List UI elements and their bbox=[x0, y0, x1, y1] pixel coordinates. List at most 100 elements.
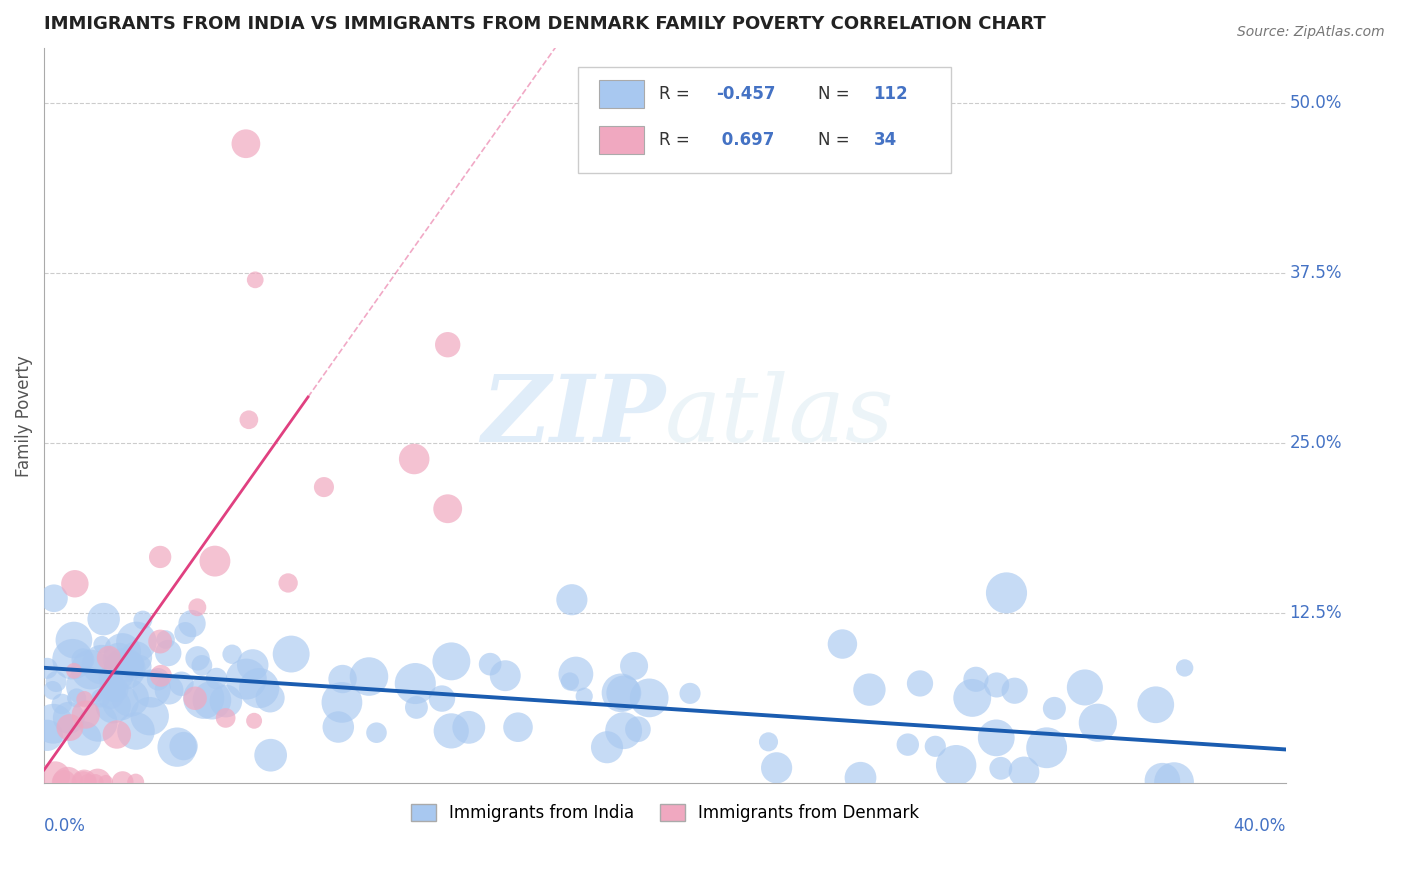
Point bbox=[215, 694, 238, 708]
Point bbox=[366, 725, 388, 739]
Point bbox=[1043, 701, 1066, 715]
Point bbox=[73, 692, 96, 706]
Point bbox=[138, 709, 160, 723]
Point bbox=[166, 740, 188, 755]
Point bbox=[53, 775, 76, 789]
Point bbox=[59, 721, 82, 735]
Point bbox=[149, 549, 172, 564]
Point bbox=[117, 659, 139, 673]
Point bbox=[125, 724, 148, 739]
Point bbox=[965, 673, 987, 687]
Point bbox=[995, 586, 1018, 600]
Point bbox=[170, 677, 193, 691]
Point bbox=[65, 690, 87, 705]
FancyBboxPatch shape bbox=[578, 67, 950, 173]
Point bbox=[638, 690, 661, 705]
Point bbox=[120, 690, 142, 705]
Point bbox=[259, 748, 281, 763]
Point bbox=[960, 690, 983, 705]
Point bbox=[858, 682, 880, 697]
Point bbox=[235, 672, 257, 686]
Point bbox=[75, 707, 97, 722]
Point bbox=[758, 735, 780, 749]
Point bbox=[111, 645, 134, 659]
Point bbox=[243, 714, 266, 728]
Point bbox=[37, 661, 59, 675]
Text: 40.0%: 40.0% bbox=[1233, 816, 1286, 835]
Point bbox=[430, 691, 453, 706]
Point bbox=[405, 700, 427, 714]
Point bbox=[357, 669, 380, 683]
Point bbox=[440, 654, 463, 668]
Point bbox=[679, 686, 702, 700]
Point bbox=[110, 695, 132, 709]
Point bbox=[77, 775, 100, 789]
Point bbox=[104, 682, 127, 697]
Point bbox=[613, 686, 636, 700]
Point bbox=[51, 697, 73, 711]
Point bbox=[37, 728, 59, 742]
Text: 25.0%: 25.0% bbox=[1289, 434, 1343, 452]
Text: N =: N = bbox=[818, 131, 855, 149]
Point bbox=[63, 664, 86, 678]
Point bbox=[84, 775, 107, 789]
Point bbox=[280, 647, 302, 661]
Point bbox=[91, 638, 114, 652]
Point bbox=[101, 698, 124, 713]
Point bbox=[97, 651, 120, 665]
FancyBboxPatch shape bbox=[599, 80, 644, 108]
Point bbox=[193, 691, 215, 706]
Point bbox=[100, 670, 122, 684]
Point bbox=[86, 775, 108, 789]
Text: -0.457: -0.457 bbox=[716, 85, 776, 103]
Point bbox=[404, 452, 426, 467]
Point bbox=[75, 679, 97, 693]
Point bbox=[90, 691, 112, 706]
Point bbox=[101, 680, 124, 694]
Point bbox=[72, 775, 94, 789]
Text: R =: R = bbox=[659, 131, 695, 149]
Point bbox=[245, 273, 267, 287]
Point bbox=[610, 686, 633, 700]
Point bbox=[87, 715, 110, 730]
Point bbox=[146, 673, 169, 687]
Point bbox=[986, 678, 1008, 692]
Point bbox=[45, 674, 67, 689]
Point bbox=[623, 659, 645, 673]
Y-axis label: Family Poverty: Family Poverty bbox=[15, 355, 32, 477]
Point bbox=[80, 663, 103, 677]
Point bbox=[174, 626, 197, 640]
Point bbox=[44, 769, 66, 783]
Point bbox=[332, 672, 354, 686]
Point bbox=[1144, 698, 1167, 712]
Point bbox=[831, 637, 853, 651]
Point bbox=[108, 668, 131, 682]
Point bbox=[63, 633, 86, 648]
Point bbox=[945, 758, 967, 772]
Point bbox=[1087, 715, 1109, 730]
Point bbox=[277, 576, 299, 591]
Point bbox=[404, 676, 426, 690]
Point bbox=[506, 720, 529, 734]
Point bbox=[73, 775, 96, 789]
Text: 37.5%: 37.5% bbox=[1289, 264, 1343, 282]
Text: 34: 34 bbox=[873, 131, 897, 149]
Point bbox=[242, 657, 264, 672]
Point bbox=[94, 775, 117, 789]
Point bbox=[1074, 681, 1097, 695]
Point bbox=[124, 775, 146, 789]
Text: 0.697: 0.697 bbox=[716, 131, 775, 149]
Point bbox=[613, 723, 636, 738]
Point bbox=[574, 689, 596, 703]
Text: 112: 112 bbox=[873, 85, 908, 103]
Point bbox=[42, 716, 65, 731]
Point bbox=[247, 681, 270, 695]
Point bbox=[125, 650, 148, 665]
Point bbox=[1152, 773, 1174, 788]
Point bbox=[1012, 764, 1035, 779]
Point bbox=[155, 632, 177, 647]
Point bbox=[596, 740, 619, 755]
Point bbox=[90, 657, 112, 672]
Point bbox=[259, 690, 281, 705]
FancyBboxPatch shape bbox=[599, 127, 644, 154]
